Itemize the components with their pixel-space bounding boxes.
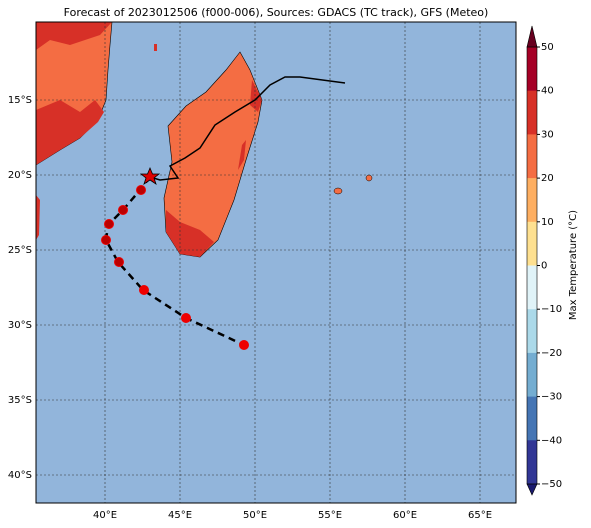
colorbar-tick-label: −10 [541,304,562,315]
lon-label: 45°E [168,510,192,521]
lat-label: 35°S [8,395,32,406]
lon-label: 50°E [243,510,267,521]
storm-marker [104,219,114,229]
lat-label: 25°S [8,245,32,256]
past-track [149,76,346,181]
colorbar-band [527,352,537,398]
lon-label: 65°E [468,510,492,521]
land-hot [238,140,246,170]
current-position [139,166,161,185]
graticule [36,22,516,503]
lat-label: 15°S [8,95,32,106]
land-hot [36,22,112,50]
colorbar-band [527,265,537,310]
island [154,44,157,51]
colorbar-tick-label: 40 [541,86,554,97]
lat-labels: 15°S 20°S 25°S 30°S 35°S 40°S [8,95,32,481]
colorbar-band [527,134,537,179]
colorbar-band [527,309,537,354]
land-hot [166,210,214,257]
land-hot [36,100,104,165]
storm-markers [101,185,249,350]
lat-label: 20°S [8,170,32,181]
island [365,174,373,182]
colorbar-tick-label: 0 [541,261,547,272]
island [333,187,343,195]
colorbar-extend [526,483,538,496]
colorbar-tick-label: 10 [541,217,554,228]
storm-marker [114,257,124,267]
lon-label: 55°E [318,510,342,521]
lon-label: 40°E [93,510,117,521]
storm-marker [181,313,191,323]
title: Forecast of 2023012506 (f000-006), Sourc… [64,6,489,19]
colorbar-tick-label: 30 [541,129,554,140]
colorbar-band [527,396,537,441]
storm-marker [239,340,249,350]
colorbar-band [527,178,537,223]
lon-labels: 40°E 45°E 50°E 55°E 60°E 65°E [93,510,492,521]
land-hot [36,195,40,240]
colorbar-tick-label: −40 [541,435,562,446]
colorbar-tick-label: −20 [541,348,562,359]
colorbar-tick-label: 50 [541,42,554,53]
colorbar-extend [526,25,538,48]
lat-label: 40°S [8,470,32,481]
colorbar-band [527,90,537,135]
storm-marker [136,185,146,195]
map-frame [35,21,517,504]
colorbar-tick-label: −50 [541,479,562,490]
colorbar-band [527,440,537,485]
colorbar: 50 40 30 20 10 0 −10 −20 −30 −40 −50 [526,25,562,496]
storm-marker [101,235,111,245]
land-hot [250,80,262,112]
lat-label: 30°S [8,320,32,331]
lon-label: 60°E [393,510,417,521]
colorbar-band [527,221,537,266]
map [35,21,517,504]
colorbar-label: Max Temperature (°C) [568,210,579,320]
storm-marker [139,285,149,295]
colorbar-tick-label: −30 [541,392,562,403]
colorbar-band [527,47,537,92]
colorbar-tick-label: 20 [541,173,554,184]
ocean [36,22,516,503]
storm-marker [118,205,128,215]
